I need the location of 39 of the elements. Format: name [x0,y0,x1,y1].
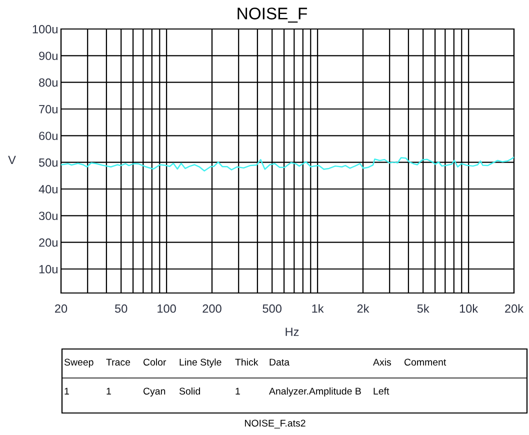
text: Axis [373,358,392,366]
y-axis-title: V [8,156,16,164]
text: Solid [179,387,200,395]
y-tick-label: 50u [39,158,58,167]
x-tick-label: 5k [417,304,430,313]
text: 1 [106,388,111,395]
text: Cyan [143,388,166,397]
y-tick-label: 30u [38,212,58,220]
y-tick-label: 70u [39,105,58,114]
text: Thick [235,358,258,366]
x-tick-label: 2k [357,304,370,313]
x-tick-label: 10k [460,304,478,313]
text: NOISE_F.ats2 [245,420,306,428]
text: Data [270,358,290,366]
y-tick-label: 80u [39,78,58,87]
text: Comment [404,358,446,366]
x-tick-label: 200 [202,304,222,313]
y-tick-label: 20u [39,238,58,247]
y-tick-label: 90u [39,52,58,60]
y-tick-label: 10u [39,265,58,274]
y-tick-label: 60u [39,132,58,140]
text: Sweep [64,358,94,368]
text: Trace [106,358,130,366]
text: 1 [64,388,69,395]
x-tick-label: 50 [114,304,128,313]
x-tick-label: 100 [158,304,176,313]
text: 1 [236,388,240,395]
y-tick-label: 100u [32,25,58,34]
text: Analyzer.Amplitude B [269,387,361,397]
text: Left [374,387,390,395]
x-tick-label: 20k [505,304,524,313]
x-tick-label: 20 [55,304,68,313]
y-tick-label: 40u [38,185,58,194]
text: Color [143,358,166,366]
chart-title: NOISE_F [238,8,307,23]
text: Line Style [180,358,222,368]
x-axis-title: Hz [286,328,299,336]
x-tick-label: 1k [312,304,324,313]
x-tick-label: 500 [262,304,282,313]
